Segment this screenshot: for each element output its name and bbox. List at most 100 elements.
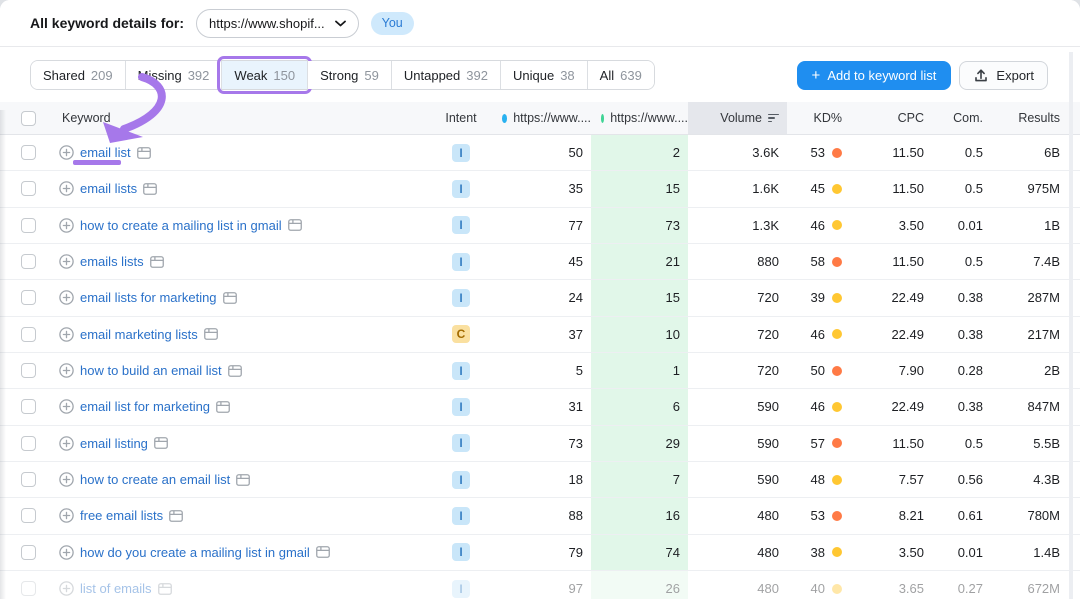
add-keyword-icon[interactable] (59, 399, 74, 415)
table-row[interactable]: email listing I 73 29 590 57 11.50 0.5 5… (0, 425, 1080, 462)
tab-weak[interactable]: Weak 150 (217, 56, 313, 94)
table-row[interactable]: email lists I 35 15 1.6K 45 11.50 0.5 97… (0, 171, 1080, 208)
row-checkbox[interactable] (20, 326, 36, 342)
add-keyword-icon[interactable] (59, 472, 74, 487)
table-row[interactable]: how to create an email list I 18 7 590 4… (0, 461, 1080, 499)
add-keyword-icon[interactable] (59, 508, 74, 524)
table-row[interactable]: how do you create a mailing list in gmai… (0, 534, 1080, 571)
serp-preview-icon[interactable] (149, 255, 164, 268)
tab-unique[interactable]: Unique 38 (500, 61, 588, 89)
keyword-link[interactable]: how to create an email list (80, 472, 231, 488)
keyword-link[interactable]: email list for marketing (80, 399, 211, 415)
add-keyword-icon[interactable] (59, 254, 74, 269)
keyword-link[interactable]: email list (80, 145, 131, 161)
row-checkbox[interactable] (20, 544, 36, 560)
row-checkbox[interactable] (20, 508, 36, 524)
table-row[interactable]: email marketing lists C 37 10 720 46 22.… (0, 316, 1080, 353)
serp-preview-icon[interactable] (154, 437, 168, 450)
export-button[interactable]: Export (959, 60, 1048, 90)
tab-strong[interactable]: Strong 59 (308, 61, 392, 89)
column-header-cpc[interactable]: CPC (897, 111, 924, 125)
table-row[interactable]: email list for marketing I 31 6 590 46 2… (0, 389, 1080, 426)
add-keyword-icon[interactable] (59, 436, 74, 451)
table-row[interactable]: email list I 50 2 3.6K 53 11.50 0.5 6B (0, 135, 1080, 172)
domain-dropdown[interactable]: https://www.shopif... (196, 8, 359, 38)
add-keyword-icon[interactable] (59, 145, 74, 160)
keyword-link[interactable]: how to create a mailing list in gmail (80, 217, 282, 233)
cpc-value: 7.57 (898, 472, 924, 488)
row-checkbox[interactable] (20, 472, 36, 488)
table-row[interactable]: how to build an email list I 5 1 720 50 … (0, 352, 1080, 390)
tab-untapped[interactable]: Untapped 392 (391, 61, 501, 89)
row-checkbox[interactable] (20, 581, 36, 597)
column-header-keyword[interactable]: Keyword (62, 111, 111, 125)
row-checkbox[interactable] (20, 399, 36, 415)
serp-preview-icon[interactable] (169, 510, 183, 522)
serp-preview-icon[interactable] (157, 582, 172, 595)
keyword-link[interactable]: emails lists (80, 254, 144, 270)
add-keyword-icon[interactable] (59, 545, 74, 560)
add-keyword-icon[interactable] (59, 218, 74, 233)
table-row[interactable]: list of emails I 97 26 480 40 3.65 0.27 … (0, 570, 1080, 599)
row-checkbox[interactable] (20, 181, 36, 197)
keyword-link[interactable]: email lists (80, 181, 138, 197)
serp-preview-icon[interactable] (236, 473, 251, 486)
intent-badge: I (452, 434, 470, 453)
com-value: 0.01 (957, 217, 983, 233)
intent-badge: I (452, 470, 470, 489)
serp-preview-icon[interactable] (287, 219, 302, 232)
keyword-link[interactable]: list of emails (80, 581, 152, 597)
keyword-link[interactable]: email listing (80, 435, 148, 451)
serp-preview-icon[interactable] (216, 401, 230, 413)
table-row[interactable]: how to create a mailing list in gmail I … (0, 207, 1080, 244)
kd-dot-icon (832, 365, 842, 376)
row-checkbox[interactable] (20, 217, 36, 233)
panel-title: All keyword details for: (30, 15, 185, 31)
position-competitor: 7 (591, 461, 688, 498)
column-header-url-competitor[interactable]: https://www.... (591, 102, 688, 134)
table-row[interactable]: email lists for marketing I 24 15 720 39… (0, 280, 1080, 317)
column-header-com[interactable]: Com. (953, 111, 983, 125)
add-keyword-icon[interactable] (59, 327, 74, 342)
tab-missing[interactable]: Missing 392 (125, 61, 223, 89)
add-to-keyword-list-button[interactable]: + Add to keyword list (796, 60, 952, 90)
row-checkbox[interactable] (20, 145, 36, 161)
kd-dot-icon (832, 510, 842, 521)
column-header-volume[interactable]: Volume (688, 102, 787, 134)
position-competitor: 2 (591, 135, 688, 171)
serp-preview-icon[interactable] (315, 546, 330, 559)
serp-preview-icon[interactable] (203, 328, 218, 341)
keyword-link[interactable]: how do you create a mailing list in gmai… (80, 544, 310, 560)
table-row[interactable]: emails lists I 45 21 880 58 11.50 0.5 7.… (0, 243, 1080, 281)
column-header-results[interactable]: Results (1018, 111, 1060, 125)
position-you: 79 (568, 544, 583, 560)
table-row[interactable]: free email lists I 88 16 480 53 8.21 0.6… (0, 498, 1080, 535)
serp-preview-icon[interactable] (143, 183, 157, 195)
competitor-domain-dot-icon (601, 113, 605, 123)
row-checkbox[interactable] (20, 254, 36, 270)
add-keyword-icon[interactable] (59, 363, 74, 378)
keyword-link[interactable]: free email lists (80, 508, 164, 524)
add-keyword-icon[interactable] (59, 290, 74, 306)
row-checkbox[interactable] (20, 363, 36, 379)
table-header: Keyword Intent https://www.... https://w… (0, 102, 1080, 135)
add-keyword-icon[interactable] (59, 581, 74, 596)
column-header-kd[interactable]: KD% (813, 111, 842, 125)
serp-preview-icon[interactable] (227, 364, 242, 377)
keyword-link[interactable]: email marketing lists (80, 326, 198, 342)
column-header-url-you[interactable]: https://www.... (492, 102, 591, 134)
keyword-link[interactable]: email lists for marketing (80, 290, 217, 306)
add-keyword-icon[interactable] (59, 181, 74, 197)
column-header-intent[interactable]: Intent (445, 111, 477, 125)
position-competitor: 6 (591, 389, 688, 425)
tab-shared[interactable]: Shared 209 (31, 61, 126, 89)
select-all-checkbox[interactable] (20, 110, 36, 126)
serp-preview-icon[interactable] (136, 146, 151, 159)
tab-all[interactable]: All 639 (587, 61, 654, 89)
cpc-value: 3.65 (898, 581, 924, 597)
row-checkbox[interactable] (20, 435, 36, 451)
row-checkbox[interactable] (20, 290, 36, 306)
results-value: 975M (1027, 181, 1060, 197)
keyword-link[interactable]: how to build an email list (80, 363, 222, 379)
serp-preview-icon[interactable] (222, 292, 237, 304)
